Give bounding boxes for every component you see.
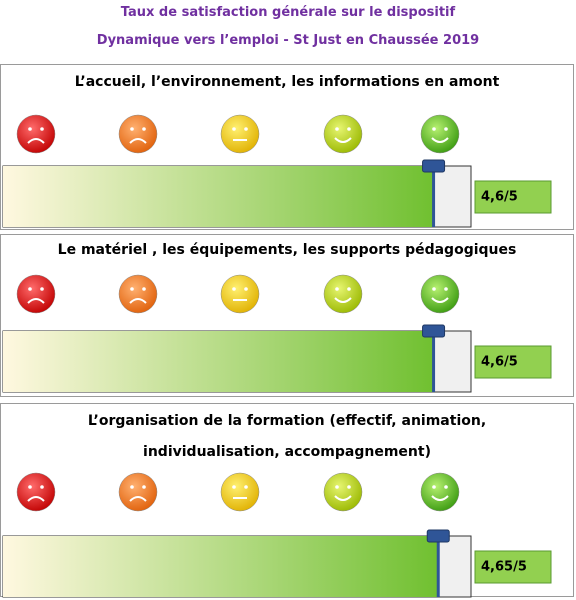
eye [432,287,436,291]
gauge-fill [3,331,434,392]
value-box [474,345,552,379]
face [220,114,260,154]
eye [232,127,236,131]
eye [40,287,44,291]
eye [28,485,32,489]
value-label: 4,6/5 [481,190,518,205]
gauge: 4,6/5 [2,274,552,393]
panel: 4,6/5 L’accueil, l’environnement, les inf… [0,64,574,230]
header-line: Dynamique vers l’emploi - St Just en Cha… [96,33,480,48]
eye [142,485,146,489]
gauge-marker-head [422,324,446,338]
gauge-marker-head [426,529,450,543]
gauge-fill [3,166,434,227]
eye [347,485,351,489]
eye [232,287,236,291]
value-box [474,180,552,214]
gauge-marker-head [422,159,446,173]
eye [40,485,44,489]
eye [28,127,32,131]
mouth [334,137,352,143]
eye [28,287,32,291]
header-line: Taux de satisfaction générale sur le dis… [120,5,456,20]
gauge: 4,6/5 [2,114,552,228]
gauge-fill [3,536,439,597]
mouth [27,496,45,502]
face [16,114,56,154]
eye [40,127,44,131]
face [220,274,260,314]
panel: 4,6/5 Le matériel , les équipements, les … [0,234,574,397]
eye [130,127,134,131]
gauge: 4,65/5 [2,472,552,598]
face [16,274,56,314]
face [323,472,363,512]
face [118,114,158,154]
mouth [431,137,449,143]
eye [244,287,248,291]
eye [432,127,436,131]
eye [432,485,436,489]
face [420,114,460,154]
mouth [129,298,147,304]
face [420,274,460,314]
mouth [27,298,45,304]
face [220,472,260,512]
eye [142,287,146,291]
eye [244,127,248,131]
eye [130,287,134,291]
mouth [431,297,449,303]
eye [444,127,448,131]
eye [444,287,448,291]
mouth [431,495,449,501]
eye [335,485,339,489]
panel: 4,65/5 L’organisation de la formation (ef… [0,403,574,598]
mouth [334,297,352,303]
mouth [129,496,147,502]
value-label: 4,6/5 [481,355,518,370]
eye [130,485,134,489]
eye [244,485,248,489]
mouth [334,495,352,501]
value-label: 4,65/5 [481,560,527,575]
eye [347,287,351,291]
face [323,274,363,314]
mouth [129,138,147,144]
panel-title: L’accueil, l’environnement, les informat… [74,74,500,90]
face [118,274,158,314]
eye [335,287,339,291]
mouth [27,138,45,144]
value-box [474,550,552,584]
face [323,114,363,154]
face [118,472,158,512]
face [16,472,56,512]
eye [335,127,339,131]
eye [232,485,236,489]
panel-title: Le matériel , les équipements, les suppo… [57,242,517,258]
panel-title: L’organisation de la formation (effectif… [87,413,487,460]
eye [444,485,448,489]
eye [347,127,351,131]
eye [142,127,146,131]
face [420,472,460,512]
